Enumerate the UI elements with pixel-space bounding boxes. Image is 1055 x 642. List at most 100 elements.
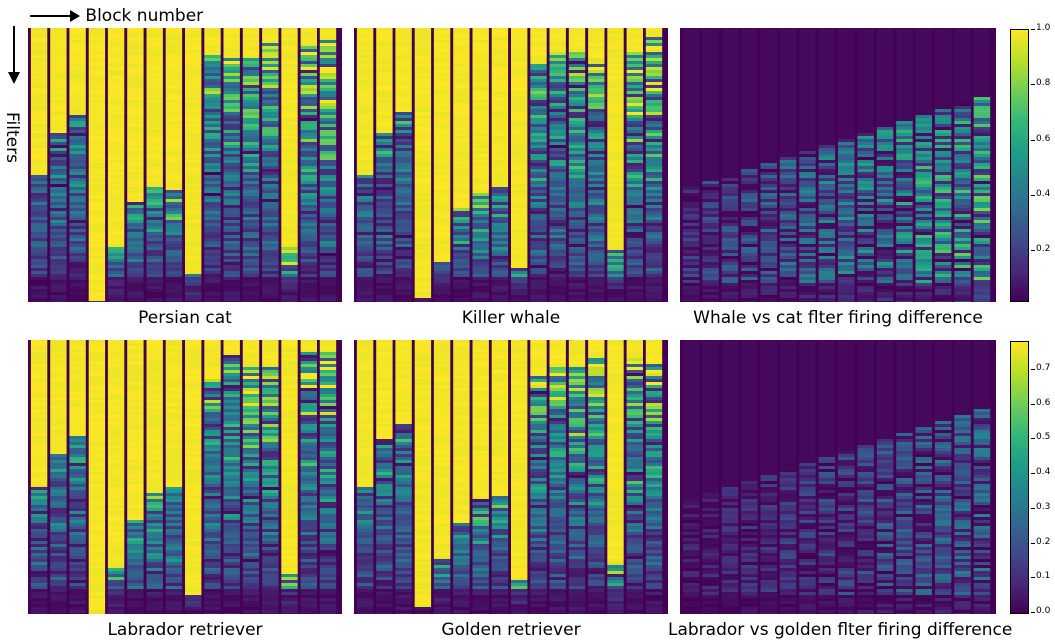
heatmap-cell	[30, 406, 48, 409]
heatmap-cell	[30, 163, 48, 166]
heatmap-cell	[702, 172, 719, 175]
heatmap-cell	[857, 145, 874, 148]
heatmap-cell	[414, 148, 432, 151]
heatmap-cell	[741, 118, 758, 121]
heatmap-cell	[934, 70, 952, 73]
heatmap-cell	[491, 259, 509, 262]
heatmap-cell	[702, 61, 719, 64]
heatmap-cell	[896, 106, 913, 109]
heatmap-cell	[645, 184, 663, 187]
heatmap-cell	[741, 169, 758, 172]
heatmap-cell	[223, 214, 240, 217]
heatmap-cell	[300, 262, 317, 265]
heatmap-cell	[107, 217, 125, 220]
heatmap-cell	[107, 520, 125, 523]
heatmap-cell	[88, 568, 106, 571]
heatmap-cell	[376, 49, 393, 52]
heatmap-cell	[185, 163, 202, 166]
heatmap-cell	[626, 292, 643, 295]
heatmap-cell	[414, 121, 432, 124]
heatmap-cell	[107, 349, 125, 352]
heatmap-cell	[262, 49, 279, 52]
heatmap-cell	[50, 157, 67, 160]
heatmap-cell	[838, 298, 855, 301]
heatmap-cell	[69, 499, 86, 502]
heatmap-cell	[262, 199, 279, 202]
heatmap-cell	[511, 124, 528, 127]
heatmap-cell	[915, 181, 932, 184]
heatmap-cell	[954, 274, 971, 277]
heatmap-cell	[242, 232, 260, 235]
heatmap-cell	[146, 217, 163, 220]
heatmap-cell	[107, 259, 125, 262]
heatmap-cell	[88, 241, 106, 244]
heatmap-cell	[857, 253, 874, 256]
heatmap-cell	[857, 190, 874, 193]
heatmap-cell	[185, 229, 202, 232]
heatmap-cell	[88, 169, 106, 172]
heatmap-cell	[356, 115, 374, 118]
heatmap-cell	[954, 46, 971, 49]
heatmap-cell	[300, 277, 317, 280]
heatmap-cell	[204, 268, 221, 271]
heatmap-cell	[626, 265, 643, 268]
heatmap-cell	[838, 184, 855, 187]
heatmap-cell	[88, 442, 106, 445]
heatmap-cell	[702, 169, 719, 172]
heatmap-cell	[799, 226, 816, 229]
heatmap-cell	[896, 259, 913, 262]
heatmap-cell	[626, 226, 643, 229]
heatmap-cell	[242, 181, 260, 184]
heatmap-cell	[973, 205, 991, 208]
heatmap-cell	[530, 127, 547, 130]
heatmap-cell	[857, 97, 874, 100]
heatmap-cell	[69, 175, 86, 178]
heatmap-cell	[491, 145, 509, 148]
heatmap-cell	[319, 100, 337, 103]
heatmap-cell	[50, 301, 67, 302]
heatmap-cell	[88, 379, 106, 382]
heatmap-cell	[838, 127, 855, 130]
heatmap-cell	[549, 67, 566, 70]
heatmap-cell	[319, 88, 337, 91]
heatmap-cell	[588, 226, 605, 229]
heatmap-cell	[319, 139, 337, 142]
heatmap-cell	[530, 166, 547, 169]
heatmap-cell	[682, 70, 700, 73]
heatmap-cell	[50, 106, 67, 109]
heatmap-cell	[88, 550, 106, 553]
heatmap-cell	[242, 40, 260, 43]
heatmap-cell	[127, 397, 144, 400]
heatmap-cell	[127, 187, 144, 190]
heatmap-cell	[107, 559, 125, 562]
heatmap-cell	[588, 49, 605, 52]
heatmap-cell	[319, 67, 337, 70]
heatmap-cell	[165, 34, 183, 37]
heatmap-cell	[721, 283, 739, 286]
heatmap-cell	[223, 64, 240, 67]
heatmap-cell	[702, 268, 719, 271]
heatmap-cell	[30, 418, 48, 421]
heatmap-cell	[242, 202, 260, 205]
heatmap-cell	[721, 199, 739, 202]
heatmap-cell	[107, 97, 125, 100]
heatmap-cell	[395, 166, 412, 169]
heatmap-cell	[107, 88, 125, 91]
heatmap-cell	[588, 127, 605, 130]
heatmap-cell	[973, 160, 991, 163]
heatmap-cell	[511, 277, 528, 280]
heatmap-cell	[165, 244, 183, 247]
heatmap-cell	[721, 58, 739, 61]
heatmap-cell	[223, 58, 240, 61]
heatmap-cell	[721, 61, 739, 64]
heatmap-cell	[127, 421, 144, 424]
heatmap-cell	[50, 241, 67, 244]
heatmap-cell	[568, 106, 586, 109]
heatmap-cell	[242, 217, 260, 220]
heatmap-cell	[107, 571, 125, 574]
heatmap-cell	[165, 286, 183, 289]
heatmap-cell	[146, 70, 163, 73]
heatmap-cell	[300, 238, 317, 241]
heatmap-cell	[30, 220, 48, 223]
heatmap-cell	[319, 256, 337, 259]
